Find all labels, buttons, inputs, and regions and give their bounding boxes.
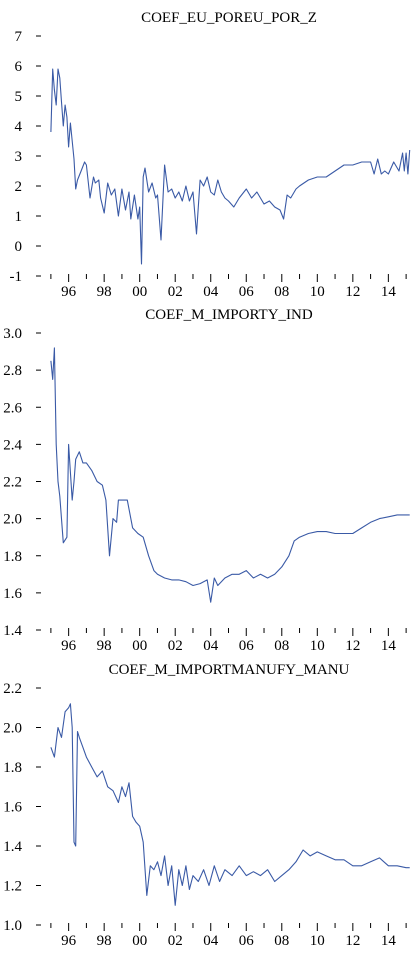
x-tick-label: 06 — [239, 933, 255, 949]
x-tick-label: 98 — [97, 284, 112, 300]
y-tick-label: 5 — [15, 89, 23, 105]
y-tick-label: 1.4 — [3, 623, 22, 639]
x-tick-label: 08 — [274, 284, 289, 300]
y-tick-label: 2.0 — [3, 512, 22, 528]
x-tick-label: 02 — [168, 638, 183, 654]
x-tick-label: 98 — [97, 933, 112, 949]
chart-title: COEF_M_IMPORTMANUFY_MANU — [109, 662, 350, 678]
chart-panel-coef-m-importmanufy-manu: COEF_M_IMPORTMANUFY_MANU 2.2 2.0 1.8 1.6 1.4… — [3, 662, 410, 949]
series-line — [50, 703, 410, 906]
x-tick-label: 10 — [310, 933, 325, 949]
y-tick-label: 2.2 — [3, 681, 22, 697]
y-tick-label: 0 — [15, 239, 23, 255]
x-tick-label: 14 — [381, 638, 397, 654]
y-tick-label: 2.6 — [3, 400, 22, 416]
series-line — [50, 347, 410, 603]
y-tick-label: 2.4 — [3, 437, 22, 453]
x-tick-label: 00 — [132, 638, 147, 654]
x-tick-label: 00 — [132, 284, 147, 300]
x-tick-label: 98 — [97, 638, 112, 654]
chart-title: COEF_EU_POREU_POR_Z — [141, 10, 317, 26]
y-tick-label: 1.8 — [3, 760, 22, 776]
x-tick-label: 04 — [203, 638, 219, 654]
y-tick-label: 4 — [15, 119, 23, 135]
x-tick-label: 96 — [61, 638, 77, 654]
series-line — [50, 68, 411, 265]
y-tick-label: 1 — [15, 209, 23, 225]
y-tick-label: 2.8 — [3, 363, 22, 379]
x-tick-label: 04 — [203, 284, 219, 300]
x-tick-label: 14 — [381, 933, 397, 949]
x-tick-label: 00 — [132, 933, 147, 949]
x-tick-label: 12 — [345, 638, 360, 654]
y-tick-label: 1.6 — [3, 586, 22, 602]
x-tick-label: 12 — [345, 933, 360, 949]
x-tick-label: 02 — [168, 284, 183, 300]
y-tick-label: 3.0 — [3, 326, 22, 342]
x-tick-label: 04 — [203, 933, 219, 949]
x-tick-label: 06 — [239, 284, 255, 300]
y-tick-label: 6 — [15, 59, 23, 75]
x-tick-label: 08 — [274, 933, 289, 949]
y-tick-label: 1.0 — [3, 918, 22, 934]
x-tick-label: 12 — [345, 284, 360, 300]
y-tick-label: 1.6 — [3, 800, 22, 816]
y-tick-label: 2.2 — [3, 475, 22, 491]
x-tick-label: 06 — [239, 638, 255, 654]
x-tick-label: 02 — [168, 933, 183, 949]
y-tick-label: -1 — [10, 269, 23, 285]
y-tick-label: 7 — [15, 29, 23, 45]
x-tick-label: 08 — [274, 638, 289, 654]
y-tick-label: 2.0 — [3, 721, 22, 737]
y-tick-label: 2 — [15, 179, 23, 195]
x-tick-label: 10 — [310, 284, 325, 300]
y-tick-label: 1.2 — [3, 879, 22, 895]
y-tick-label: 3 — [15, 149, 23, 165]
y-tick-label: 1.4 — [3, 839, 22, 855]
chart-panel-coef-m-importy-ind: COEF_M_IMPORTY_IND 3.0 2.8 2.6 2.4 2.2 2.0 1.8… — [3, 307, 410, 654]
x-tick-label: 14 — [381, 284, 397, 300]
chart-title: COEF_M_IMPORTY_IND — [145, 307, 313, 323]
x-tick-label: 10 — [310, 638, 325, 654]
x-tick-label: 96 — [61, 284, 77, 300]
y-tick-label: 1.8 — [3, 549, 22, 565]
x-tick-label: 96 — [61, 933, 77, 949]
